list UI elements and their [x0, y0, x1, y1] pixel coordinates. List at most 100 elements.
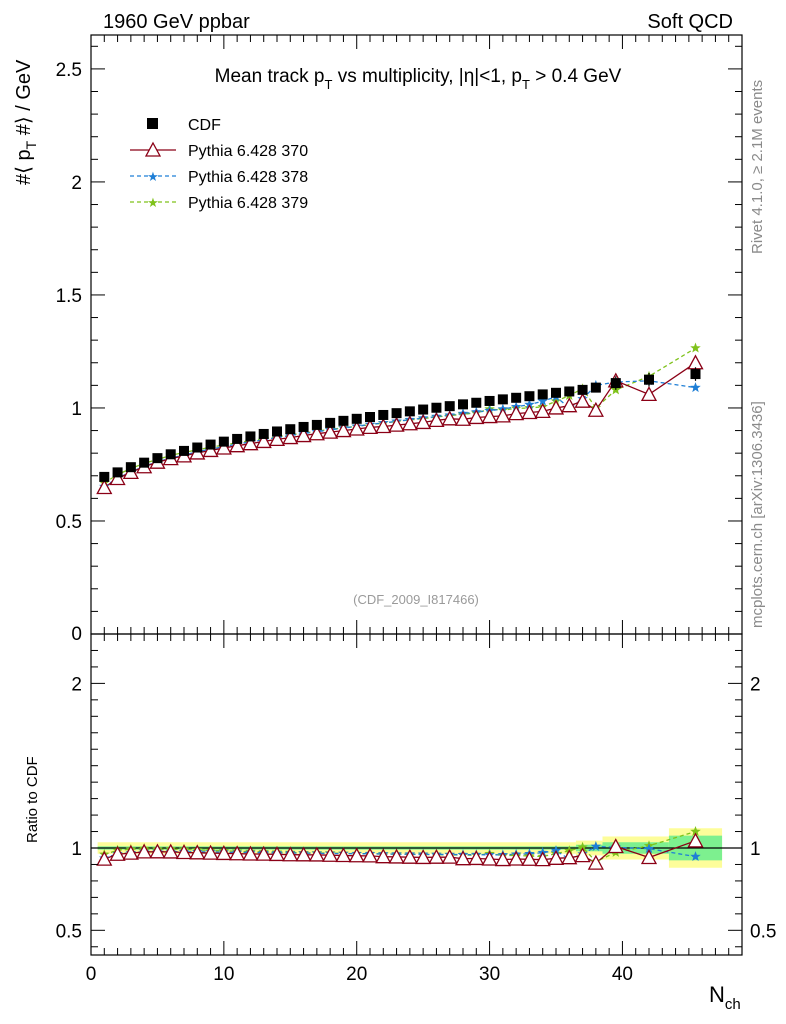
- point-370-25: [428, 412, 445, 428]
- mcplots-label: mcplots.cern.ch [arXiv:1306.3436]: [749, 401, 766, 628]
- ratio-point-370-29: [481, 850, 498, 866]
- point-cdf-21: [378, 409, 389, 420]
- ratio-point-370-1: [109, 845, 126, 861]
- point-370-27: [454, 410, 472, 426]
- point-370-35: [561, 397, 578, 413]
- point-370-28: [468, 409, 485, 425]
- ratio-point-370-38: [607, 838, 624, 854]
- chart-title: Mean track pT vs multiplicity, |η|<1, pT…: [215, 66, 622, 92]
- legend-378-label: Pythia 6.428 378: [188, 169, 308, 186]
- header-category: Soft QCD: [647, 11, 733, 33]
- ratio-point-370-2: [122, 844, 139, 860]
- point-370-0: [96, 479, 113, 495]
- ratio-point-370-31: [508, 850, 525, 866]
- point-cdf-1: [112, 467, 123, 478]
- ratio-point-379-40: [690, 826, 701, 836]
- ylabel-part-b: #⟩ / GeV: [13, 59, 35, 141]
- point-cdf-19: [351, 413, 362, 424]
- point-cdf-6: [179, 445, 189, 456]
- point-cdf-36: [577, 384, 588, 395]
- point-cdf-11: [245, 431, 256, 442]
- point-cdf-17: [325, 417, 336, 428]
- point-370-14: [282, 429, 299, 445]
- ratio-point-370-3: [136, 843, 153, 859]
- ratio-point-370-11: [242, 845, 259, 861]
- ylabel-part-a: #⟨ p: [13, 149, 35, 185]
- legend-379-label: Pythia 6.428 379: [188, 195, 308, 212]
- point-cdf-10: [232, 433, 243, 444]
- point-370-31: [508, 405, 525, 421]
- xlabel-sub: ch: [725, 996, 741, 1013]
- point-cdf-27: [458, 399, 468, 410]
- ratio-point-370-39: [640, 849, 658, 865]
- ratio-point-370-10: [229, 845, 246, 861]
- ratio-point-370-34: [547, 849, 565, 865]
- x-tick-label-20: 20: [346, 964, 367, 985]
- point-370-21: [375, 418, 392, 434]
- point-cdf-7: [192, 442, 203, 453]
- point-cdf-31: [511, 392, 522, 403]
- ratio-point-370-30: [494, 851, 511, 867]
- point-cdf-15: [298, 421, 309, 432]
- ratio-point-370-16: [308, 846, 325, 862]
- x-axis-label: Nch: [709, 982, 741, 1013]
- point-370-23: [401, 415, 418, 431]
- point-cdf-12: [258, 428, 269, 439]
- point-cdf-23: [404, 406, 415, 417]
- ratio-point-370-13: [268, 846, 286, 862]
- ratio-point-378-39: [643, 843, 655, 854]
- legend-cdf-marker: [147, 118, 158, 129]
- ratio-point-370-5: [162, 843, 179, 859]
- point-379-40: [690, 342, 701, 353]
- point-cdf-25: [431, 402, 442, 413]
- point-370-8: [202, 442, 219, 458]
- legend: CDF Pythia 6.428 370 ★ Pythia 6.428 378 …: [130, 117, 308, 212]
- legend-370-marker: [144, 141, 162, 157]
- point-cdf-13: [272, 426, 282, 437]
- point-370-20: [361, 419, 379, 435]
- point-370-15: [295, 427, 312, 443]
- y-tick-label-1: 1: [71, 399, 82, 420]
- ratio-point-370-6: [175, 844, 193, 860]
- ratio-point-370-37: [587, 854, 604, 870]
- point-cdf-32: [524, 391, 535, 402]
- point-cdf-18: [338, 415, 349, 426]
- point-cdf-33: [537, 389, 548, 400]
- point-cdf-34: [551, 387, 561, 398]
- point-378-33: [537, 395, 548, 406]
- ratio-point-370-20: [361, 847, 379, 863]
- ratio-point-370-15: [295, 846, 312, 862]
- ratio-tick-label-right-0.5: 0.5: [750, 921, 776, 942]
- x-tick-label-0: 0: [86, 964, 97, 985]
- point-cdf-37: [590, 382, 601, 393]
- point-cdf-39: [644, 374, 654, 385]
- ratio-point-370-12: [255, 845, 272, 861]
- ratio-plot: [91, 826, 742, 870]
- series-line-378: [103, 380, 696, 488]
- ratio-point-370-19: [348, 847, 365, 863]
- x-tick-label-30: 30: [479, 964, 500, 985]
- point-cdf-3: [139, 457, 150, 468]
- ratio-point-370-25: [428, 848, 445, 864]
- ratio-tick-label-left-2: 2: [71, 674, 82, 695]
- ratio-point-370-26: [441, 848, 458, 864]
- ratio-point-370-4: [149, 843, 166, 859]
- ratio-point-379-36: [577, 841, 588, 852]
- legend-370-label: Pythia 6.428 370: [188, 143, 308, 160]
- ratio-point-370-18: [335, 847, 352, 863]
- point-cdf-8: [205, 439, 216, 450]
- legend-cdf-label: CDF: [188, 117, 221, 134]
- y-tick-label-0: 0: [71, 624, 82, 645]
- point-cdf-28: [471, 397, 482, 408]
- point-378-40: [690, 382, 701, 393]
- ratio-point-378-37: [590, 840, 602, 851]
- main-plot: [96, 342, 704, 495]
- y-tick-label-0.5: 0.5: [56, 512, 82, 533]
- point-370-36: [574, 392, 591, 408]
- point-370-19: [348, 420, 365, 436]
- ratio-point-370-27: [454, 850, 472, 866]
- ratio-point-370-36: [574, 847, 591, 863]
- point-cdf-9: [218, 436, 229, 447]
- ratio-tick-label-left-0.5: 0.5: [56, 921, 82, 942]
